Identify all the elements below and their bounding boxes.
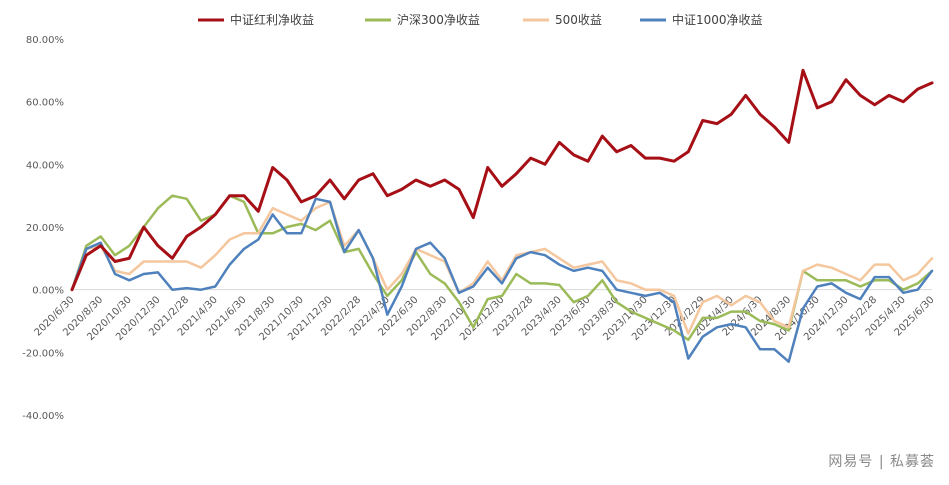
y-tick-label: 80.00% [26,35,64,46]
y-tick-label: 40.00% [26,160,64,171]
y-tick-label: -20.00% [22,348,64,359]
legend-item-2: 沪深300净收益 [365,13,480,27]
series-line-3 [70,200,934,335]
legend-item-1: 中证红利净收益 [198,12,314,27]
y-axis: -40.00% -20.00% 0.00% 20.00% 40.00% 60.00% 80.… [22,35,932,422]
legend-label: 中证红利净收益 [230,12,314,27]
legend-item-3: 500收益 [523,13,602,27]
legend-label: 沪深300净收益 [397,13,480,27]
legend-label: 500收益 [555,13,602,27]
series-lines [70,68,934,363]
y-tick-label: 20.00% [26,223,64,234]
legend-label: 中证1000净收益 [672,12,763,27]
y-tick-label: -40.00% [22,411,64,422]
y-tick-label: 60.00% [26,98,64,109]
series-line-4 [70,197,934,363]
chart-legend: 中证红利净收益 沪深300净收益 500收益 中证1000净收益 [198,12,763,27]
y-tick-label: 0.00% [32,286,64,297]
watermark-text: 网易号 | 私募荟 [828,454,935,470]
legend-item-4: 中证1000净收益 [640,12,763,27]
series-line-1 [70,68,934,292]
